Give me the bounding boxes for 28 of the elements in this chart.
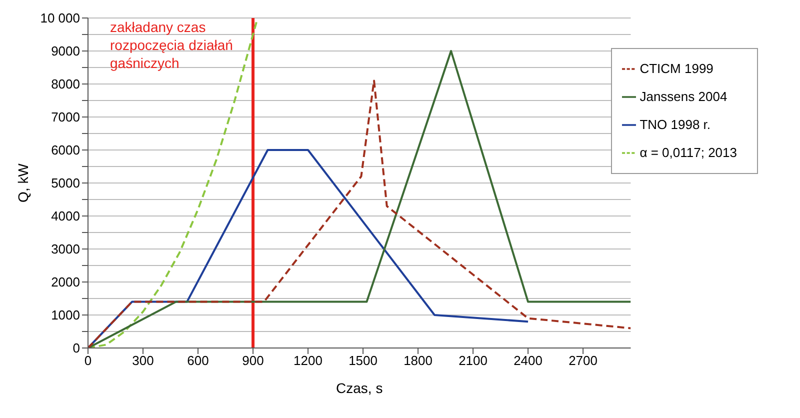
y-axis-title: Q, kW xyxy=(14,162,31,202)
y-tick-label: 4000 xyxy=(51,208,80,224)
x-axis-title: Czas, s xyxy=(336,380,383,396)
ref-line-label: zakładany czas rozpoczęcia działań gaśniczych xyxy=(110,18,234,72)
x-tick-label: 600 xyxy=(187,353,209,368)
x-tick-label: 2100 xyxy=(458,353,488,368)
x-tick-label: 1500 xyxy=(348,353,378,368)
legend-label: Janssens 2004 xyxy=(640,89,728,104)
y-tick-label: 2000 xyxy=(51,274,80,290)
y-tick-label: 7000 xyxy=(51,110,80,125)
y-tick-label: 1000 xyxy=(51,308,80,323)
x-tick-label: 0 xyxy=(84,353,92,368)
y-tick-label: 5000 xyxy=(51,176,80,191)
legend-label: TNO 1998 r. xyxy=(640,117,711,132)
y-tick-label: 10 000 xyxy=(40,10,80,26)
y-tick-label: 6000 xyxy=(51,142,80,158)
y-tick-label: 3000 xyxy=(51,242,80,257)
x-tick-label: 1800 xyxy=(404,353,432,368)
x-tick-label: 1200 xyxy=(294,353,322,368)
y-tick-label: 8000 xyxy=(51,76,80,92)
y-tick-label: 0 xyxy=(72,340,80,356)
y-tick-label: 9000 xyxy=(51,44,80,59)
x-tick-label: 300 xyxy=(132,353,154,368)
x-tick-label: 900 xyxy=(242,353,264,368)
legend-label: α = 0,0117; 2013 xyxy=(640,145,737,160)
x-tick-label: 2400 xyxy=(514,353,543,368)
legend-label: CTICM 1999 xyxy=(640,61,714,76)
x-tick-label: 2700 xyxy=(568,353,598,368)
